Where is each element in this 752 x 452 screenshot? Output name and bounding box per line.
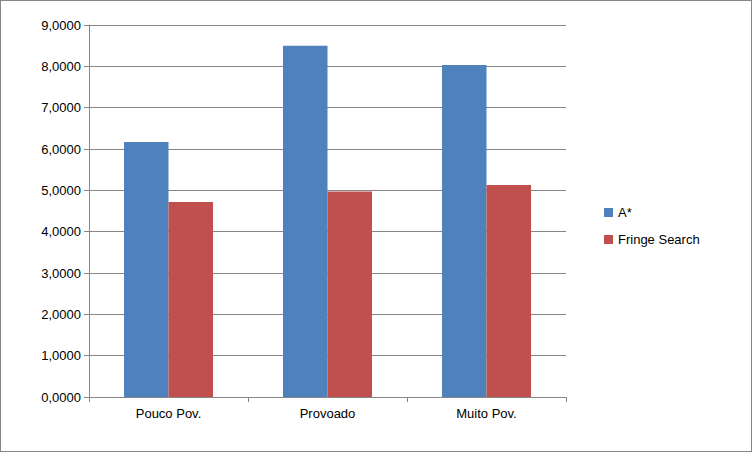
svg-text:Muito Pov.: Muito Pov. [456,406,516,421]
svg-text:4,0000: 4,0000 [41,224,81,239]
svg-text:8,0000: 8,0000 [41,59,81,74]
svg-text:1,0000: 1,0000 [41,348,81,363]
svg-text:3,0000: 3,0000 [41,266,81,281]
svg-text:9,0000: 9,0000 [41,18,81,33]
svg-text:2,0000: 2,0000 [41,307,81,322]
svg-text:0,0000: 0,0000 [41,390,81,405]
svg-text:A*: A* [618,205,632,220]
svg-text:Pouco Pov.: Pouco Pov. [136,406,202,421]
svg-text:5,0000: 5,0000 [41,183,81,198]
svg-text:Fringe Search: Fringe Search [618,232,700,247]
svg-text:Provoado: Provoado [300,406,356,421]
svg-text:7,0000: 7,0000 [41,100,81,115]
svg-text:6,0000: 6,0000 [41,142,81,157]
